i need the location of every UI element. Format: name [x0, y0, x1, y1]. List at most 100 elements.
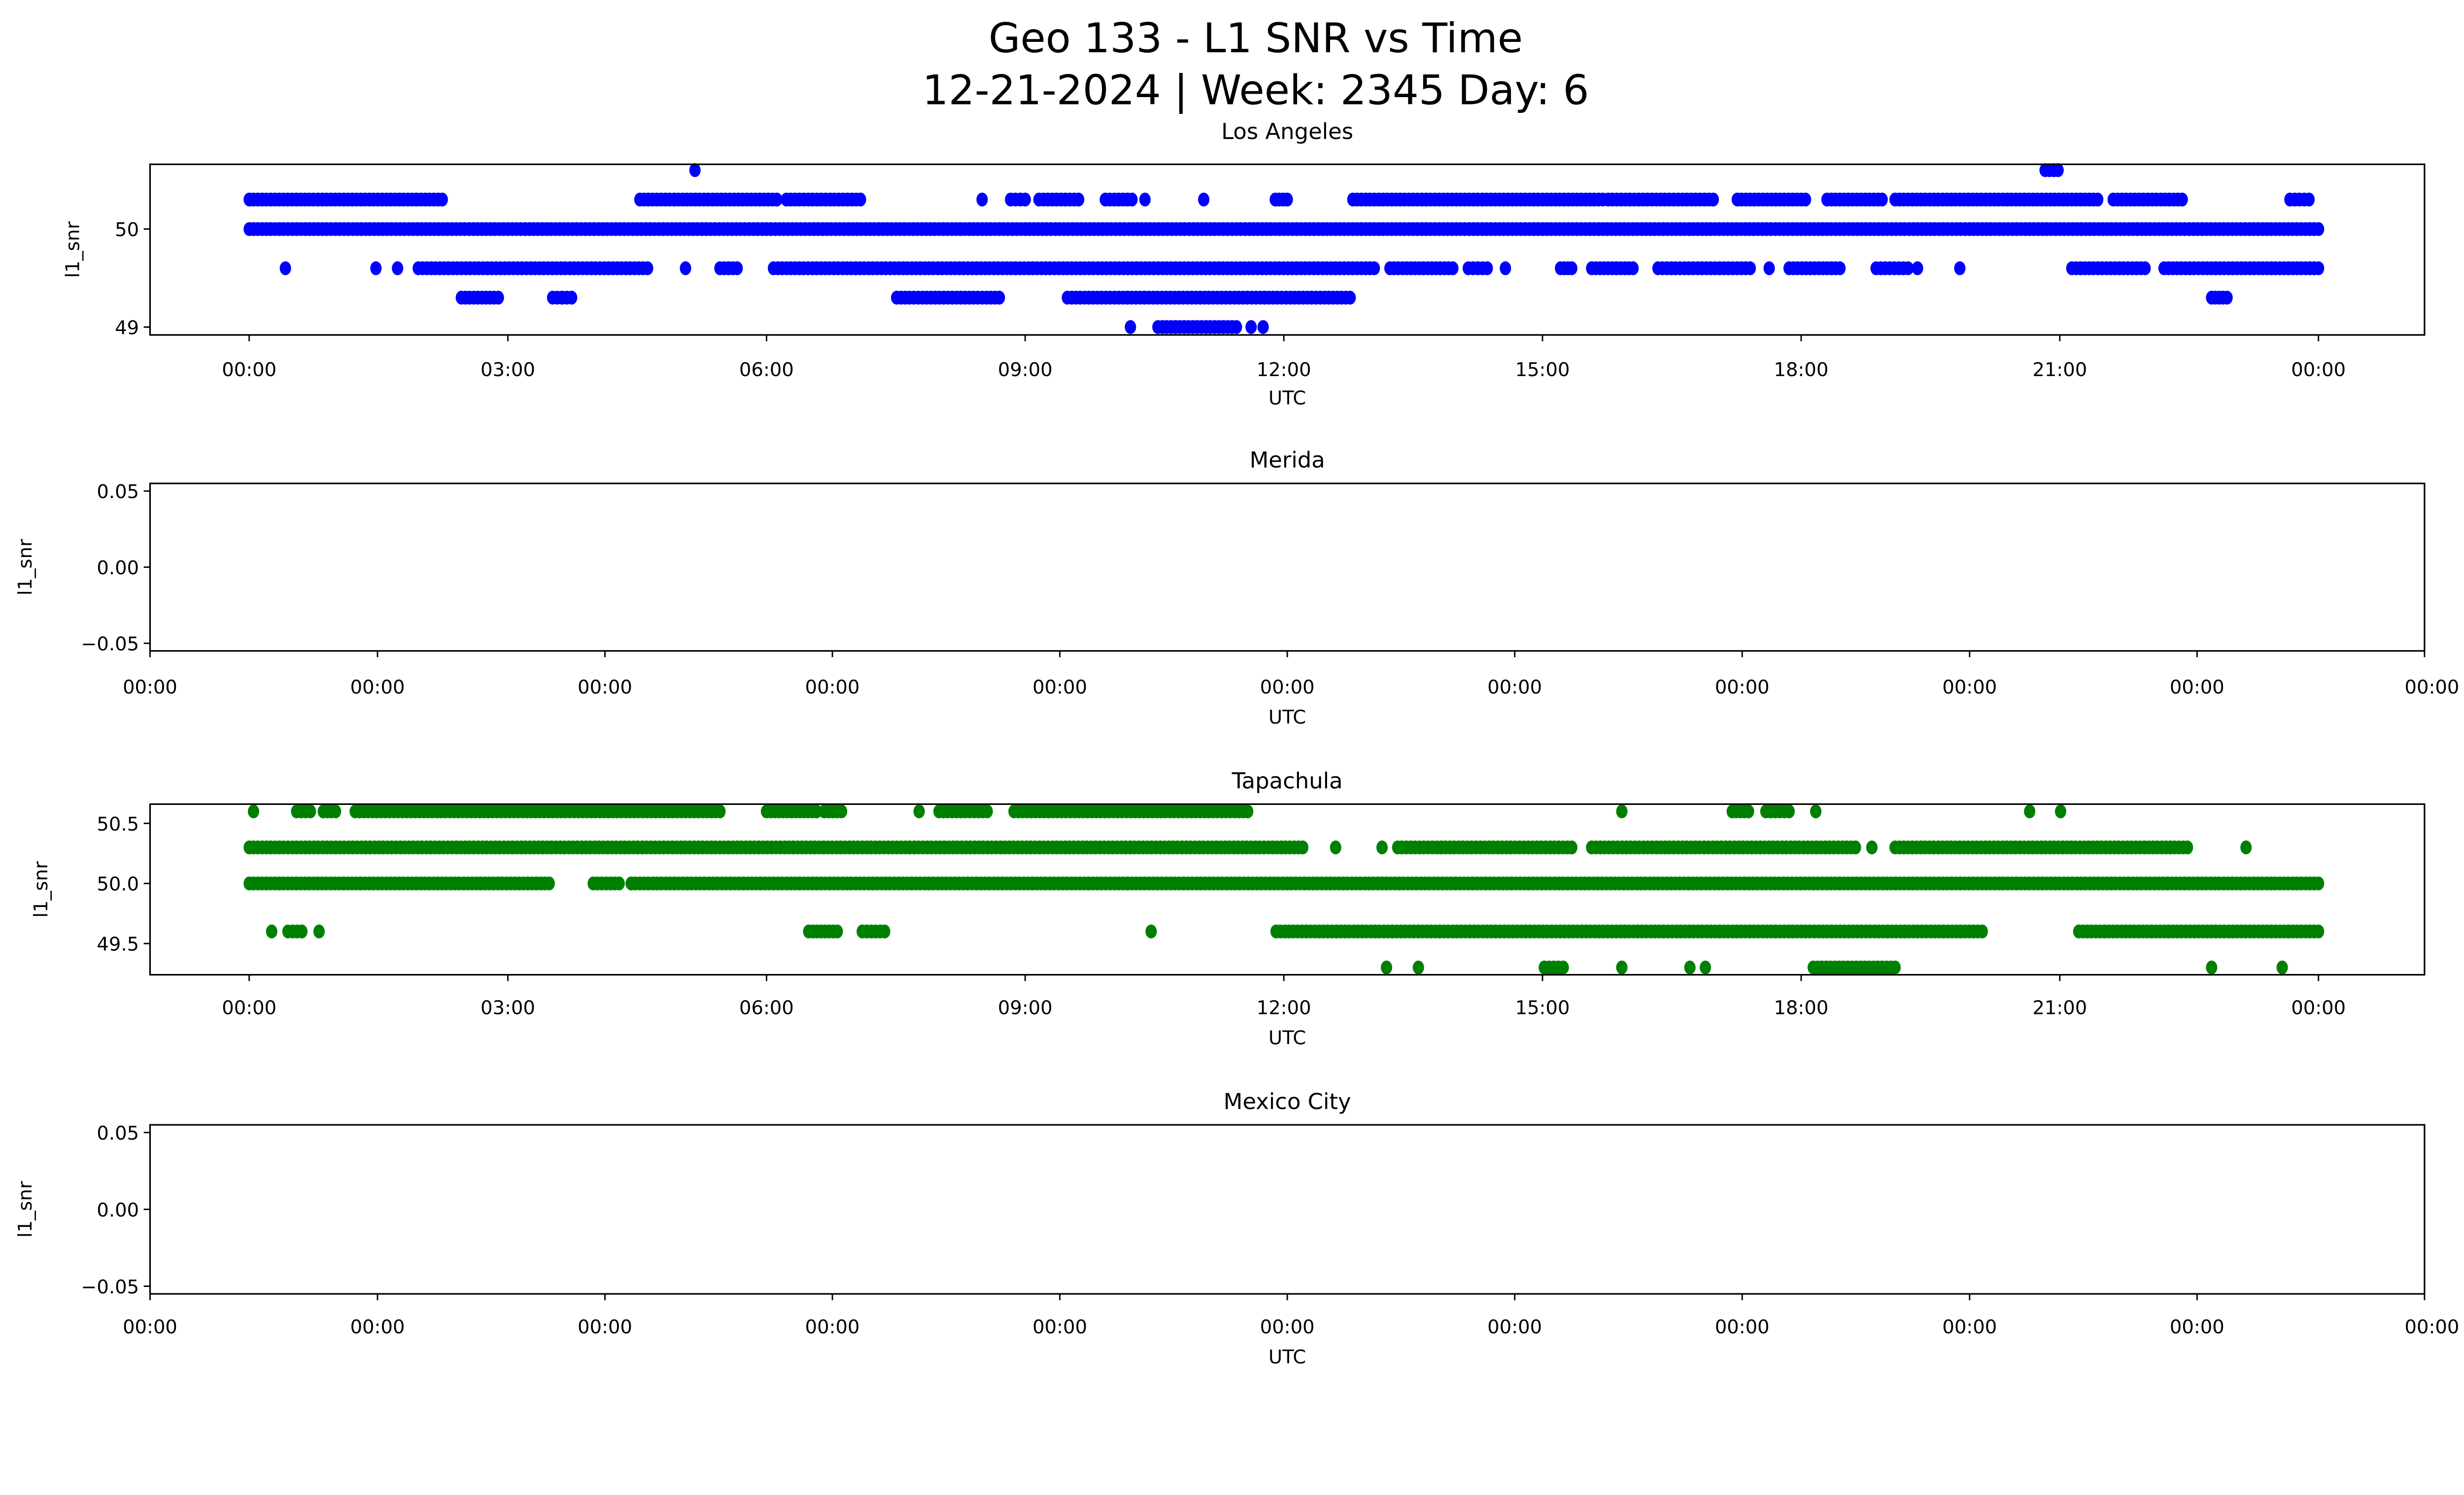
y-tick-label: 49	[115, 317, 139, 339]
x-tick-label: 09:00	[998, 997, 1053, 1019]
y-tick-label: −0.05	[81, 633, 139, 655]
data-point	[731, 261, 743, 276]
data-point	[1073, 192, 1085, 207]
data-point	[313, 924, 325, 939]
data-point	[1145, 924, 1157, 939]
data-point	[642, 261, 653, 276]
data-point	[1330, 840, 1341, 855]
data-point	[1743, 804, 1754, 819]
x-axis-label: UTC	[1268, 1346, 1306, 1368]
x-tick-label: 00:00	[2170, 676, 2224, 698]
x-tick-label: 00:00	[1942, 1316, 1997, 1338]
data-point	[1889, 960, 1901, 974]
data-point	[1245, 320, 1257, 334]
data-point	[330, 804, 342, 819]
data-point	[1902, 261, 1914, 276]
x-tick-label: 00:00	[123, 1316, 177, 1338]
x-tick-label: 00:00	[1260, 676, 1315, 698]
data-point	[2313, 924, 2325, 939]
data-point	[1125, 320, 1136, 334]
data-point	[1912, 261, 1923, 276]
subplot-merida: Merida 00:00 00:00 00:00 00:00 00:00 00:00 00:0…	[14, 447, 2459, 729]
data-point	[1242, 804, 1254, 819]
data-point	[689, 163, 701, 177]
x-axis-label: UTC	[1268, 1027, 1306, 1049]
data-point	[2176, 192, 2188, 207]
data-point	[1763, 261, 1775, 276]
data-point	[1231, 320, 1242, 334]
data-point	[266, 924, 277, 939]
x-tick-label: 03:00	[480, 359, 535, 381]
data-point	[913, 804, 925, 819]
plot-area	[149, 1124, 2426, 1295]
data-point	[1126, 192, 1138, 207]
data-point	[1281, 192, 1293, 207]
x-tick-label: 00:00	[1715, 676, 1770, 698]
data-point	[2182, 840, 2193, 855]
data-point	[680, 261, 691, 276]
y-tick-label: 50	[115, 219, 139, 241]
data-point	[1566, 840, 1577, 855]
data-point	[1700, 960, 1711, 974]
y-tick-label: 50.0	[97, 873, 139, 896]
data-point	[1834, 261, 1846, 276]
data-point	[2024, 804, 2036, 819]
x-tick-label: 15:00	[1515, 997, 1570, 1019]
plot-area	[149, 163, 2426, 336]
data-point	[1684, 960, 1696, 974]
data-point	[1500, 261, 1511, 276]
data-point	[1745, 261, 1756, 276]
data-point	[2139, 261, 2151, 276]
y-tick-label: 50.5	[97, 813, 139, 835]
data-point	[2276, 960, 2288, 974]
figure: Geo 133 - L1 SNR vs Time 12-21-2024 | We…	[14, 14, 2460, 1369]
data-point	[1557, 960, 1569, 974]
subplot-title: Merida	[1250, 447, 1325, 473]
subplot-title: Tapachula	[1232, 767, 1343, 794]
data-point	[2052, 163, 2064, 177]
x-tick-label: 18:00	[1774, 359, 1829, 381]
data-point	[370, 261, 382, 276]
data-point	[613, 876, 625, 891]
subplot-mexico-city: Mexico City 00:00 00:00 00:00 00:00 00:00 00:0…	[14, 1088, 2459, 1368]
x-tick-label: 18:00	[1774, 997, 1829, 1019]
x-tick-label: 03:00	[480, 997, 535, 1019]
x-tick-label: 00:00	[2291, 997, 2346, 1019]
x-tick-label: 00:00	[1487, 676, 1542, 698]
data-point	[1447, 261, 1459, 276]
x-tick-label: 00:00	[2405, 676, 2460, 698]
x-tick-label: 00:00	[123, 676, 177, 698]
data-point	[1198, 192, 1210, 207]
data-point	[2240, 840, 2252, 855]
x-tick-label: 15:00	[1515, 359, 1570, 381]
x-tick-label: 00:00	[2405, 1316, 2460, 1338]
data-point	[1708, 192, 1719, 207]
data-point	[392, 261, 404, 276]
x-tick-label: 12:00	[1257, 359, 1311, 381]
data-point	[1616, 804, 1628, 819]
y-axis-label: l1_snr	[30, 861, 52, 918]
x-tick-label: 00:00	[1260, 1316, 1315, 1338]
x-tick-label: 00:00	[1032, 676, 1087, 698]
x-tick-label: 21:00	[2032, 997, 2087, 1019]
data-point	[296, 924, 308, 939]
data-point	[1412, 960, 1424, 974]
data-point	[305, 804, 316, 819]
data-point	[1627, 261, 1639, 276]
data-point	[2092, 192, 2104, 207]
data-point	[879, 924, 890, 939]
data-point	[1616, 960, 1628, 974]
x-tick-label: 00:00	[350, 1316, 405, 1338]
data-point	[543, 876, 555, 891]
x-tick-label: 00:00	[2170, 1316, 2224, 1338]
y-tick-label: 0.05	[97, 481, 139, 503]
y-axis-label: l1_snr	[62, 221, 84, 278]
data-point	[2303, 192, 2315, 207]
data-point	[1019, 192, 1031, 207]
x-tick-label: 00:00	[805, 1316, 860, 1338]
x-tick-label: 00:00	[2291, 359, 2346, 381]
x-tick-label: 00:00	[578, 1316, 632, 1338]
data-point	[1139, 192, 1151, 207]
y-tick-label: 0.05	[97, 1122, 139, 1145]
data-point	[279, 261, 291, 276]
